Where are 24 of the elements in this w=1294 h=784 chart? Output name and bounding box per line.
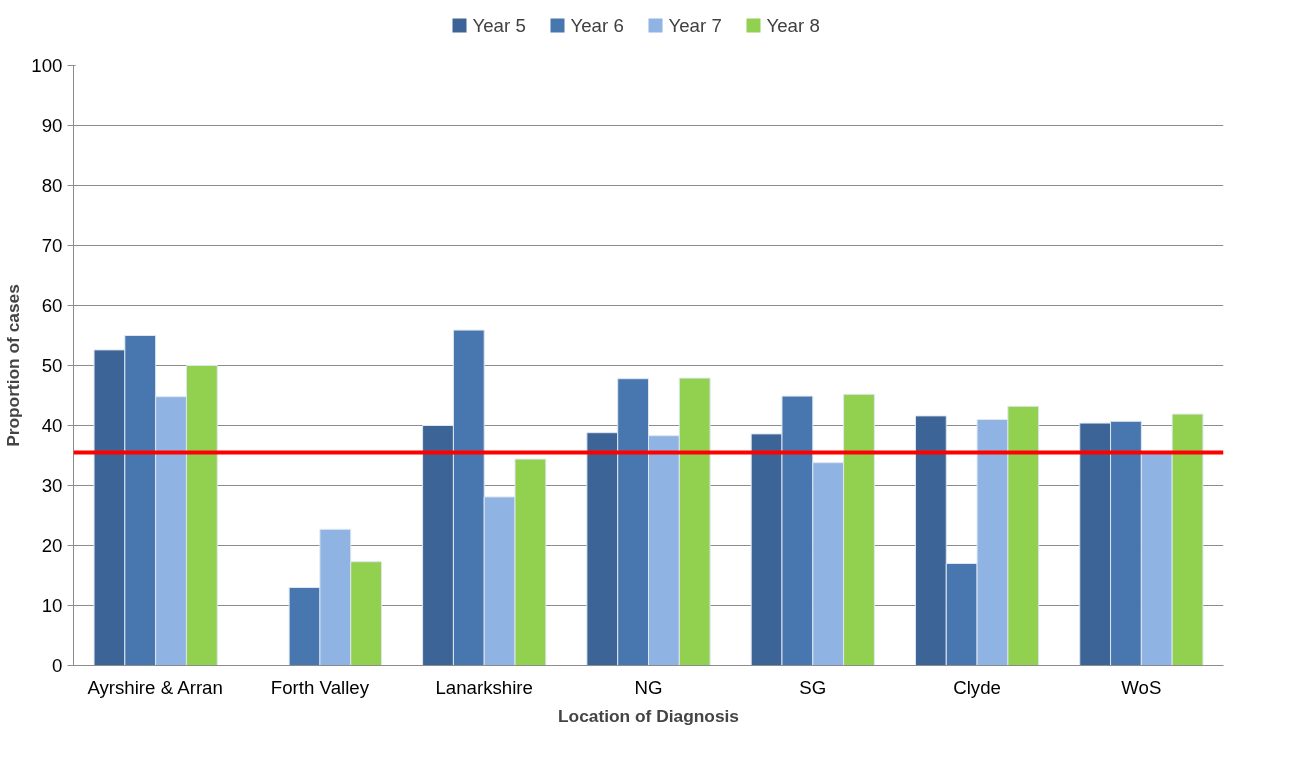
y-tick-label: 90 [41, 115, 63, 136]
x-tick-label: Lanarkshire [435, 676, 533, 698]
y-axis-title: Proportion of cases [3, 284, 24, 447]
x-tick-label: WoS [1121, 676, 1162, 698]
x-axis-title: Location of Diagnosis [558, 705, 740, 726]
y-tick-label: 60 [41, 295, 63, 316]
x-tick-label: Clyde [953, 676, 1001, 698]
y-tick-label: 40 [41, 415, 63, 436]
y-tick-label: 70 [41, 235, 63, 256]
y-tick-label: 20 [41, 535, 63, 556]
x-tick-label: SG [799, 676, 827, 698]
y-tick-label: 10 [41, 595, 63, 616]
legend-label: Year 5 [472, 15, 526, 36]
legend-label: Year 6 [570, 15, 624, 36]
legend-label: Year 8 [766, 15, 820, 36]
y-tick-label: 50 [41, 355, 63, 376]
legend-label: Year 7 [668, 15, 722, 36]
y-tick-label: 100 [31, 55, 63, 76]
x-tick-label: NG [634, 676, 663, 698]
y-tick-label: 80 [41, 175, 63, 196]
y-tick-label: 30 [41, 475, 63, 496]
x-tick-label: Forth Valley [270, 676, 370, 698]
x-tick-label: Ayrshire & Arran [87, 676, 223, 698]
y-tick-label: 0 [52, 655, 63, 676]
